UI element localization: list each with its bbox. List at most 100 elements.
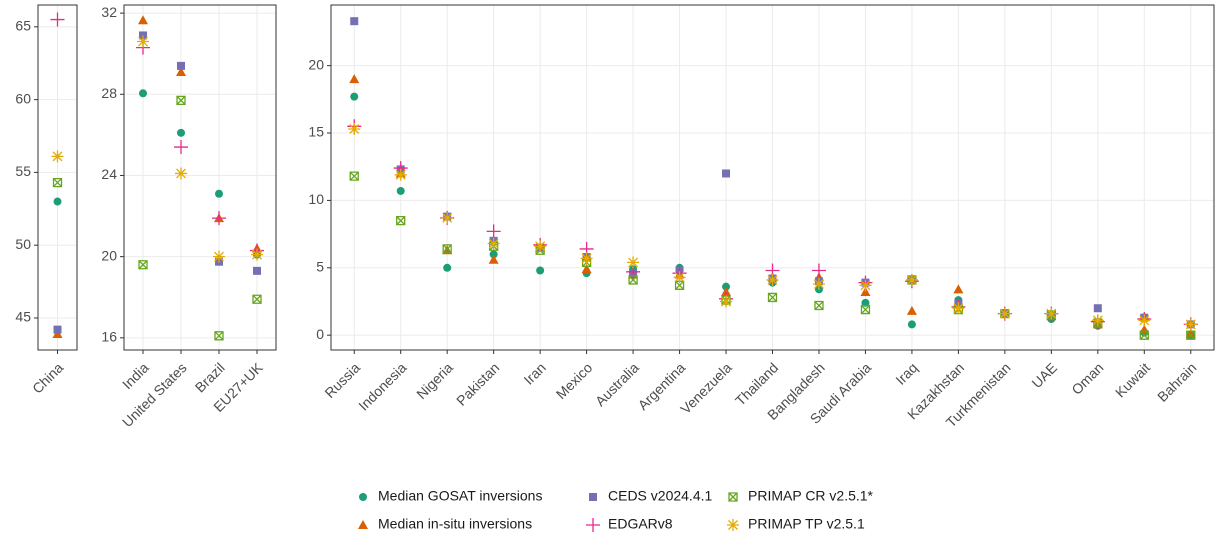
y-tick-label: 10 bbox=[308, 191, 324, 207]
y-tick-label: 50 bbox=[15, 236, 31, 252]
y-tick-label: 45 bbox=[15, 309, 31, 325]
point bbox=[252, 294, 262, 304]
legend-marker bbox=[727, 519, 739, 531]
x-tick-label: Iran bbox=[520, 359, 548, 387]
point bbox=[215, 189, 223, 198]
point bbox=[722, 169, 731, 178]
point bbox=[52, 177, 63, 188]
legend-label: Median GOSAT inversions bbox=[378, 488, 542, 504]
y-tick-label: 5 bbox=[316, 258, 324, 274]
x-tick-label: Venezuela bbox=[677, 359, 735, 417]
legend-label: PRIMAP CR v2.5.1* bbox=[748, 488, 874, 504]
point bbox=[396, 215, 406, 226]
point bbox=[443, 263, 452, 272]
point bbox=[722, 282, 731, 291]
point bbox=[907, 320, 916, 329]
point bbox=[811, 263, 826, 278]
y-tick-label: 32 bbox=[101, 4, 117, 20]
point bbox=[673, 271, 686, 284]
point bbox=[536, 266, 545, 275]
x-tick-label: Indonesia bbox=[355, 359, 409, 413]
point bbox=[53, 325, 62, 334]
point bbox=[812, 277, 825, 290]
point bbox=[1139, 330, 1149, 340]
y-tick-label: 0 bbox=[316, 326, 324, 342]
legend-marker bbox=[358, 520, 368, 529]
point bbox=[952, 302, 965, 315]
legend-marker bbox=[589, 493, 597, 501]
point bbox=[721, 287, 732, 297]
point bbox=[350, 92, 359, 101]
point bbox=[580, 252, 593, 265]
y-tick-label: 20 bbox=[101, 247, 117, 263]
legend-label: Median in-situ inversions bbox=[378, 516, 532, 532]
point bbox=[213, 250, 225, 263]
point bbox=[487, 237, 500, 250]
point bbox=[1186, 330, 1196, 340]
point bbox=[859, 279, 872, 292]
legend-marker bbox=[728, 492, 738, 502]
point bbox=[581, 264, 592, 274]
x-tick-label: Oman bbox=[1068, 359, 1106, 397]
legend-label: EDGARv8 bbox=[608, 516, 673, 532]
point bbox=[176, 66, 186, 76]
panel-border bbox=[330, 4, 1215, 351]
point bbox=[814, 300, 824, 311]
point bbox=[349, 171, 359, 181]
y-tick-label: 16 bbox=[101, 329, 117, 345]
point bbox=[251, 248, 263, 261]
point bbox=[348, 122, 361, 135]
x-tick-label: Brazil bbox=[192, 359, 228, 395]
point bbox=[674, 280, 685, 290]
point bbox=[534, 240, 547, 253]
point bbox=[51, 150, 64, 163]
legend-marker bbox=[359, 493, 367, 501]
x-tick-label: Mexico bbox=[553, 359, 596, 402]
y-tick-label: 20 bbox=[308, 56, 324, 72]
point bbox=[214, 331, 224, 341]
point bbox=[906, 305, 917, 315]
point bbox=[138, 260, 148, 270]
point bbox=[177, 61, 185, 70]
point bbox=[139, 89, 147, 98]
point bbox=[349, 74, 360, 84]
point bbox=[350, 17, 359, 26]
point bbox=[1184, 318, 1197, 331]
y-tick-label: 15 bbox=[308, 124, 324, 140]
point bbox=[177, 128, 185, 137]
point bbox=[441, 211, 454, 224]
point bbox=[394, 168, 407, 181]
legend-label: PRIMAP TP v2.5.1 bbox=[748, 516, 865, 532]
y-tick-label: 24 bbox=[101, 166, 117, 182]
x-tick-label: Bahrain bbox=[1154, 359, 1199, 404]
y-tick-label: 60 bbox=[15, 90, 31, 106]
point bbox=[627, 256, 640, 269]
x-tick-label: Iraq bbox=[892, 359, 920, 387]
panel-border bbox=[37, 4, 78, 351]
point bbox=[442, 244, 452, 254]
point bbox=[50, 12, 65, 27]
point bbox=[1045, 307, 1058, 320]
point bbox=[486, 224, 501, 239]
point bbox=[488, 254, 499, 264]
point bbox=[860, 287, 871, 297]
point bbox=[905, 273, 918, 286]
x-tick-label: Russia bbox=[321, 359, 363, 401]
point bbox=[1091, 314, 1104, 327]
point bbox=[861, 298, 870, 307]
point bbox=[137, 35, 149, 48]
x-tick-label: China bbox=[29, 359, 66, 396]
x-tick-label: Pakistan bbox=[453, 359, 502, 408]
point bbox=[998, 307, 1011, 320]
point bbox=[953, 284, 964, 294]
legend-label: CEDS v2024.4.1 bbox=[608, 488, 712, 504]
point bbox=[396, 186, 405, 195]
y-tick-label: 28 bbox=[101, 85, 117, 101]
x-tick-label: India bbox=[119, 359, 152, 392]
point bbox=[720, 295, 733, 308]
point bbox=[53, 197, 62, 206]
point bbox=[628, 275, 638, 285]
point bbox=[1093, 304, 1102, 313]
point bbox=[766, 273, 779, 286]
